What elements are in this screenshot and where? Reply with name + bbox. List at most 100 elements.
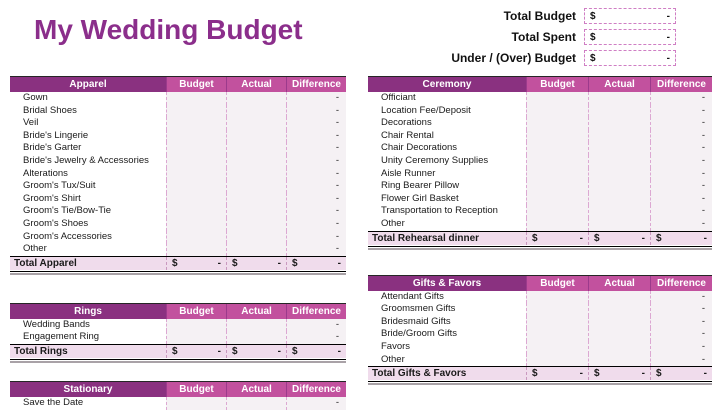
item-name-cell[interactable]: Bride/Groom Gifts <box>368 328 526 341</box>
difference-cell[interactable]: - <box>650 192 712 206</box>
total-actual-cell[interactable]: $ - <box>226 256 286 270</box>
budget-cell[interactable] <box>526 142 588 155</box>
item-name-cell[interactable]: Other <box>10 243 166 256</box>
budget-cell[interactable] <box>166 92 226 105</box>
budget-cell[interactable] <box>166 180 226 193</box>
total-difference-cell[interactable]: $ - <box>650 231 712 245</box>
actual-cell[interactable] <box>226 243 286 256</box>
actual-cell[interactable] <box>588 315 650 329</box>
item-name-cell[interactable]: Groom's Accessories <box>10 230 166 244</box>
item-name-cell[interactable]: Groom's Shirt <box>10 192 166 206</box>
item-name-cell[interactable]: Groomsmen Gifts <box>368 303 526 316</box>
actual-cell[interactable] <box>588 303 650 316</box>
budget-cell[interactable] <box>166 318 226 332</box>
summary-value-cell[interactable]: $ - <box>584 50 676 66</box>
difference-cell[interactable]: - <box>650 117 712 130</box>
actual-cell[interactable] <box>588 217 650 231</box>
budget-cell[interactable] <box>166 129 226 143</box>
difference-cell[interactable]: - <box>650 142 712 155</box>
actual-cell[interactable] <box>588 328 650 341</box>
actual-cell[interactable] <box>226 331 286 344</box>
total-actual-cell[interactable]: $ - <box>588 231 650 245</box>
item-name-cell[interactable]: Veil <box>10 117 166 130</box>
item-name-cell[interactable]: Transportation to Reception <box>368 205 526 218</box>
difference-cell[interactable]: - <box>650 340 712 354</box>
actual-cell[interactable] <box>226 205 286 218</box>
actual-cell[interactable] <box>588 192 650 206</box>
item-name-cell[interactable]: Groom's Shoes <box>10 217 166 231</box>
item-name-cell[interactable]: Bridesmaid Gifts <box>368 315 526 329</box>
difference-cell[interactable]: - <box>286 205 346 218</box>
budget-cell[interactable] <box>166 104 226 118</box>
actual-cell[interactable] <box>588 180 650 193</box>
difference-cell[interactable]: - <box>650 180 712 193</box>
difference-cell[interactable]: - <box>286 104 346 118</box>
difference-cell[interactable]: - <box>650 92 712 105</box>
actual-cell[interactable] <box>588 167 650 181</box>
item-name-cell[interactable]: Groom's Tie/Bow-Tie <box>10 205 166 218</box>
item-name-cell[interactable]: Decorations <box>368 117 526 130</box>
budget-cell[interactable] <box>526 303 588 316</box>
difference-cell[interactable]: - <box>286 92 346 105</box>
item-name-cell[interactable]: Aisle Runner <box>368 167 526 181</box>
actual-cell[interactable] <box>226 129 286 143</box>
difference-cell[interactable]: - <box>286 217 346 231</box>
actual-cell[interactable] <box>588 154 650 168</box>
difference-cell[interactable]: - <box>286 243 346 256</box>
actual-cell[interactable] <box>226 92 286 105</box>
difference-cell[interactable]: - <box>286 230 346 244</box>
actual-cell[interactable] <box>226 230 286 244</box>
budget-cell[interactable] <box>526 205 588 218</box>
actual-cell[interactable] <box>588 92 650 105</box>
difference-cell[interactable]: - <box>650 353 712 367</box>
total-actual-cell[interactable]: $ - <box>226 344 286 358</box>
budget-cell[interactable] <box>526 117 588 130</box>
difference-cell[interactable]: - <box>650 328 712 341</box>
difference-cell[interactable]: - <box>286 167 346 181</box>
item-name-cell[interactable]: Chair Decorations <box>368 142 526 155</box>
budget-cell[interactable] <box>526 180 588 193</box>
total-budget-cell[interactable]: $ - <box>166 256 226 270</box>
item-name-cell[interactable]: Wedding Bands <box>10 318 166 332</box>
item-name-cell[interactable]: Alterations <box>10 167 166 181</box>
budget-cell[interactable] <box>526 92 588 105</box>
actual-cell[interactable] <box>226 142 286 155</box>
difference-cell[interactable]: - <box>286 180 346 193</box>
actual-cell[interactable] <box>588 290 650 304</box>
actual-cell[interactable] <box>226 180 286 193</box>
item-name-cell[interactable]: Engagement Ring <box>10 331 166 344</box>
actual-cell[interactable] <box>588 142 650 155</box>
budget-cell[interactable] <box>166 167 226 181</box>
total-difference-cell[interactable]: $ - <box>286 344 346 358</box>
difference-cell[interactable]: - <box>650 303 712 316</box>
item-name-cell[interactable]: Bride's Garter <box>10 142 166 155</box>
item-name-cell[interactable]: Groom's Tux/Suit <box>10 180 166 193</box>
actual-cell[interactable] <box>588 340 650 354</box>
item-name-cell[interactable]: Bridal Shoes <box>10 104 166 118</box>
budget-cell[interactable] <box>526 290 588 304</box>
budget-cell[interactable] <box>166 192 226 206</box>
difference-cell[interactable]: - <box>650 205 712 218</box>
actual-cell[interactable] <box>226 396 286 410</box>
difference-cell[interactable]: - <box>286 318 346 332</box>
actual-cell[interactable] <box>588 129 650 143</box>
difference-cell[interactable]: - <box>286 331 346 344</box>
item-name-cell[interactable]: Favors <box>368 340 526 354</box>
budget-cell[interactable] <box>166 217 226 231</box>
difference-cell[interactable]: - <box>650 104 712 118</box>
total-budget-cell[interactable]: $ - <box>526 231 588 245</box>
difference-cell[interactable]: - <box>286 154 346 168</box>
difference-cell[interactable]: - <box>286 117 346 130</box>
total-actual-cell[interactable]: $ - <box>588 367 650 381</box>
budget-cell[interactable] <box>526 154 588 168</box>
item-name-cell[interactable]: Unity Ceremony Supplies <box>368 154 526 168</box>
budget-cell[interactable] <box>526 340 588 354</box>
item-name-cell[interactable]: Other <box>368 217 526 231</box>
actual-cell[interactable] <box>588 205 650 218</box>
item-name-cell[interactable]: Ring Bearer Pillow <box>368 180 526 193</box>
item-name-cell[interactable]: Attendant Gifts <box>368 290 526 304</box>
budget-cell[interactable] <box>166 331 226 344</box>
budget-cell[interactable] <box>166 243 226 256</box>
budget-cell[interactable] <box>526 315 588 329</box>
actual-cell[interactable] <box>226 217 286 231</box>
